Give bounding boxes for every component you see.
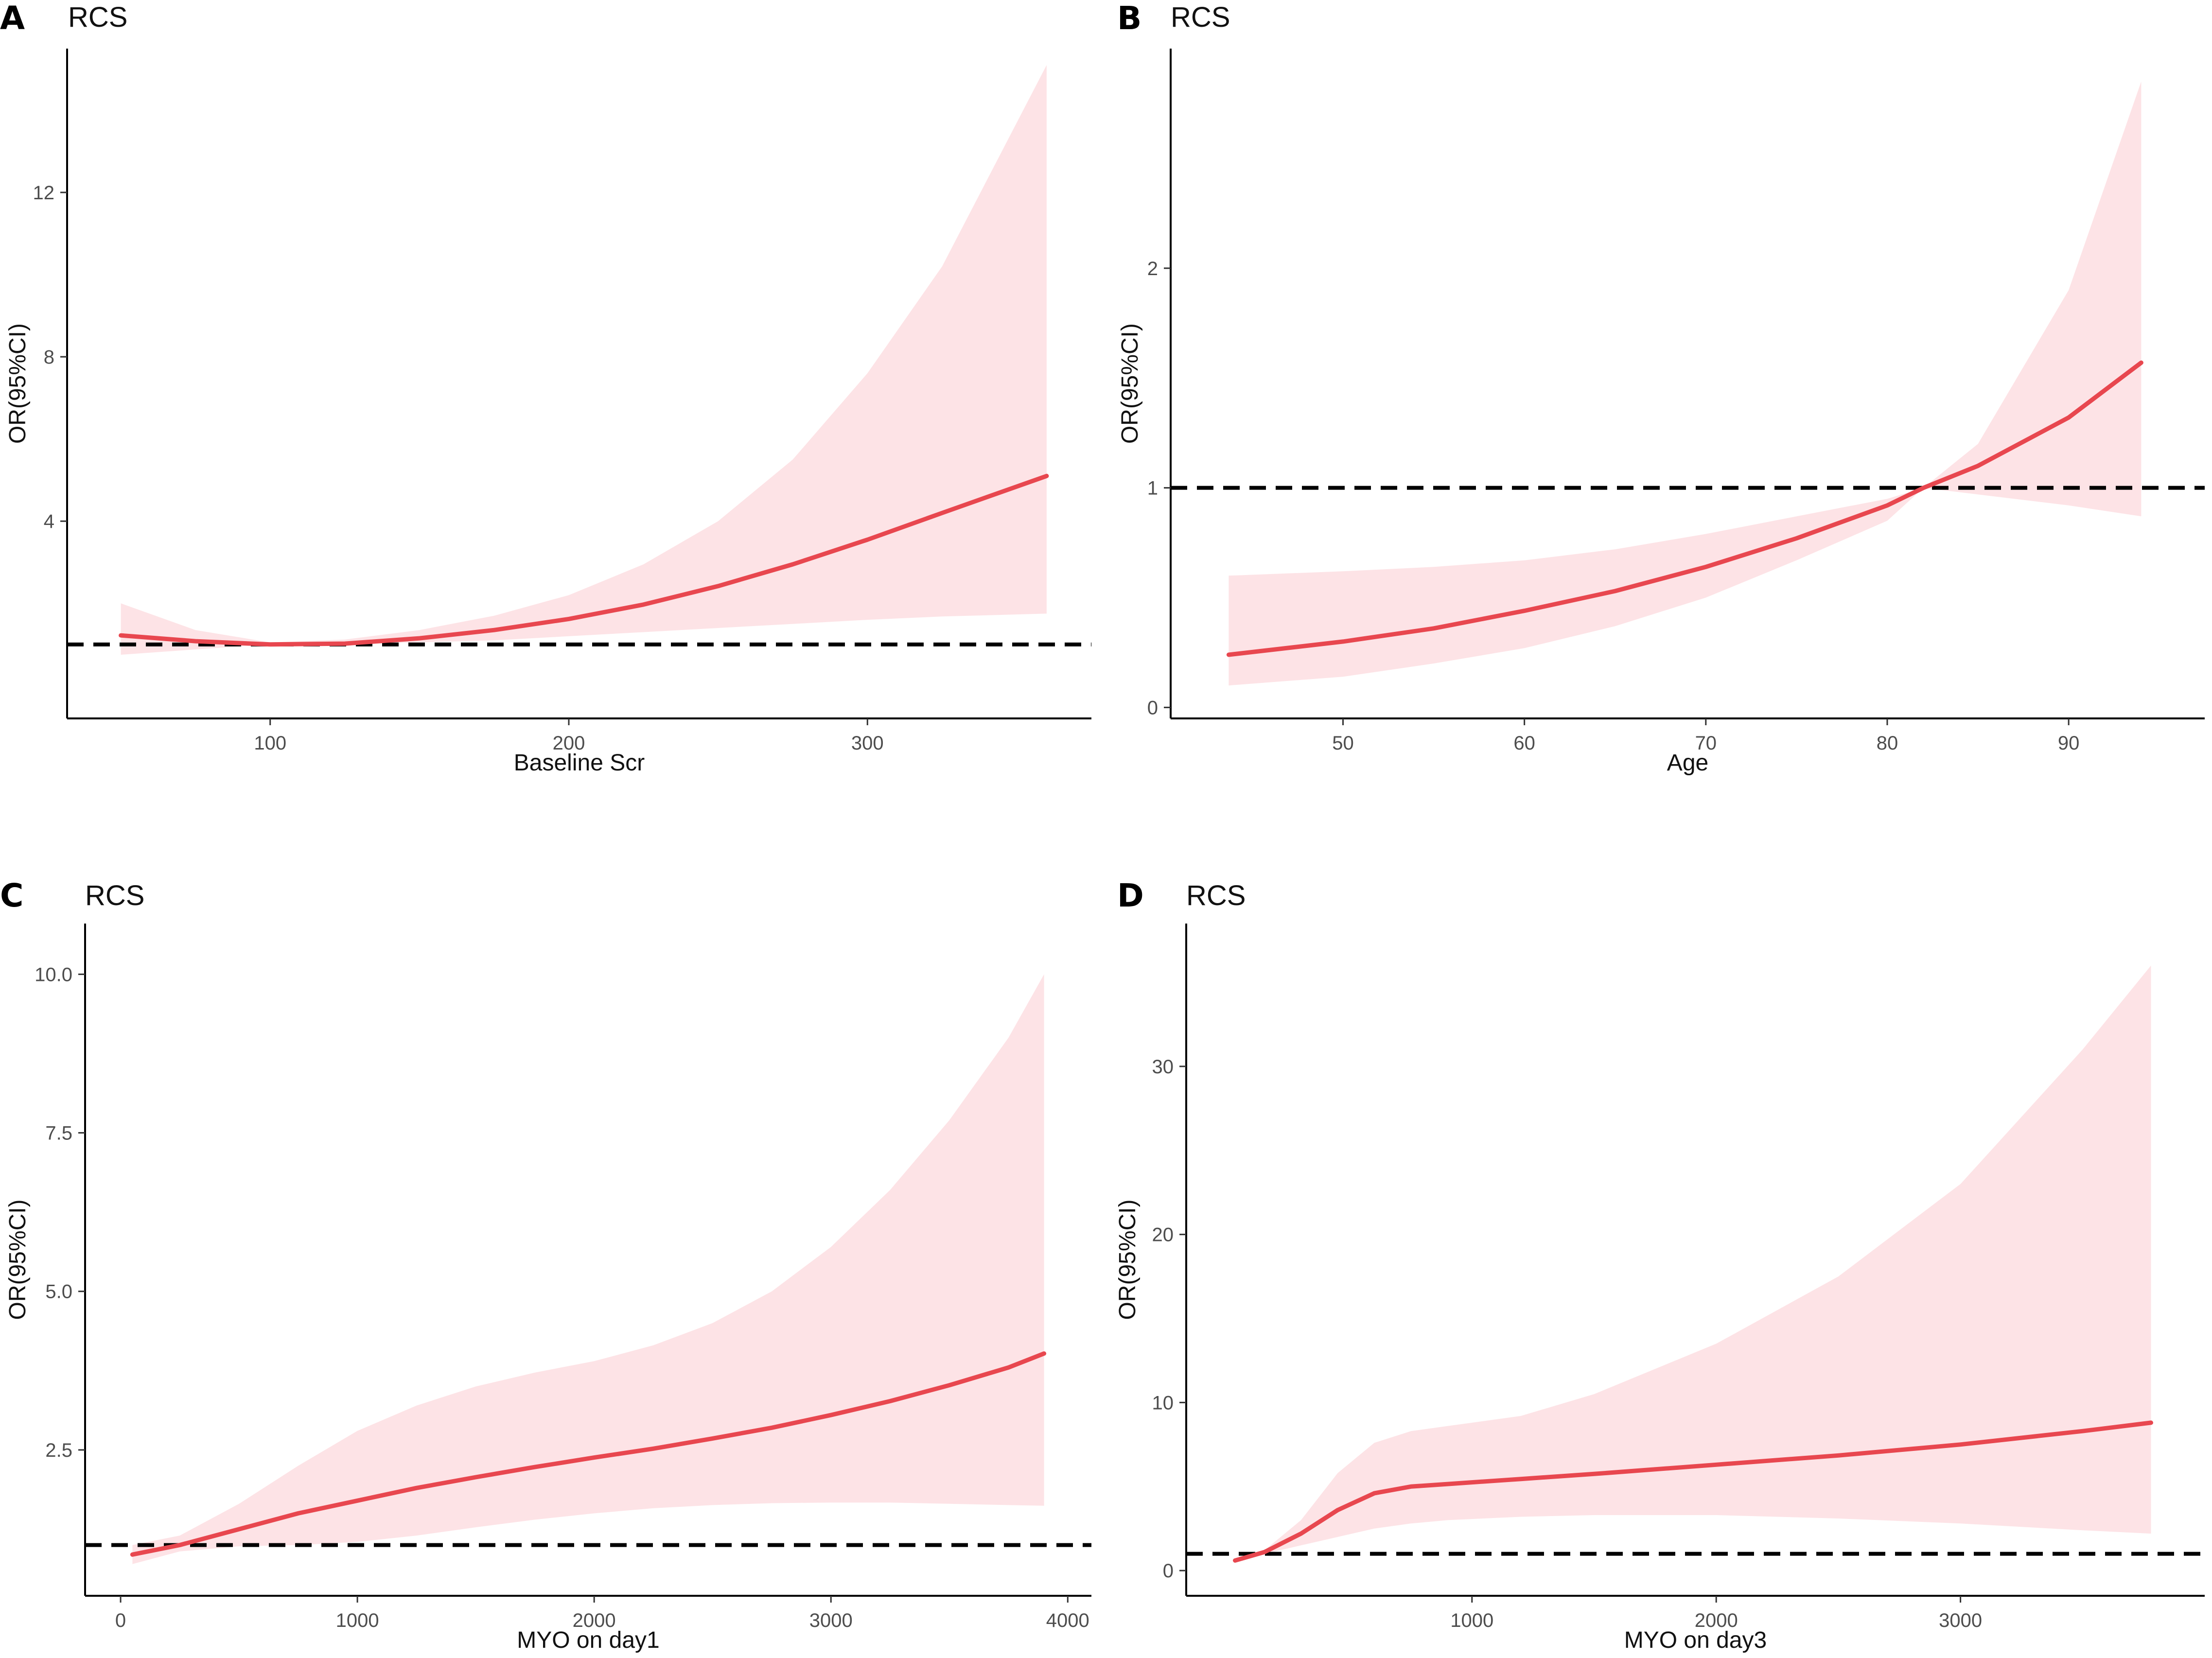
x-tick-label-c: 4000 <box>1046 1610 1089 1631</box>
x-tick-label-b: 90 <box>2058 733 2080 754</box>
x-tick-label-b: 70 <box>1695 733 1717 754</box>
y-tick-label-a: 4 <box>44 511 54 532</box>
x-tick-label-d: 2000 <box>1695 1610 1738 1631</box>
x-axis-label-c: MYO on day1 <box>517 1627 659 1653</box>
panel-title-d: RCS <box>1186 880 1246 911</box>
panel-letter-b: B <box>1117 0 1141 37</box>
ci-band-d <box>1235 965 2151 1562</box>
y-axis-label-d: OR(95%CI) <box>1115 1199 1141 1320</box>
x-tick-label-c: 1000 <box>336 1610 379 1631</box>
x-axis-label-d: MYO on day3 <box>1624 1627 1767 1653</box>
x-tick-label-b: 60 <box>1513 733 1535 754</box>
x-tick-label-c: 2000 <box>573 1610 616 1631</box>
y-axis-label-a: OR(95%CI) <box>5 323 31 444</box>
y-tick-label-a: 12 <box>33 182 55 204</box>
panel-letter-d: D <box>1117 877 1144 914</box>
y-tick-label-b: 1 <box>1147 478 1158 499</box>
y-tick-label-c: 2.5 <box>45 1440 72 1461</box>
y-tick-label-c: 7.5 <box>45 1123 72 1144</box>
x-tick-label-a: 300 <box>851 733 884 754</box>
x-axis-label-b: Age <box>1667 750 1708 776</box>
y-tick-label-a: 8 <box>44 347 54 368</box>
x-axis-label-a: Baseline Scr <box>514 750 645 776</box>
x-tick-label-c: 3000 <box>809 1610 853 1631</box>
y-tick-label-b: 0 <box>1147 697 1158 718</box>
x-tick-label-b: 80 <box>1877 733 1898 754</box>
y-tick-label-d: 0 <box>1163 1560 1174 1582</box>
x-tick-label-a: 200 <box>553 733 585 754</box>
panel-b: 50 60 70 80 90 0 1 2 Age OR(95%CI) B RCS <box>1117 0 2205 776</box>
ci-band-b <box>1229 81 2142 686</box>
x-tick-label-d: 3000 <box>1939 1610 1982 1631</box>
panel-title-a: RCS <box>68 1 127 33</box>
panel-c: 0 1000 2000 3000 4000 2.5 5.0 7.5 10.0 MYO on day… <box>0 877 1091 1653</box>
or-curve-d <box>1233 1420 2153 1563</box>
ci-band-a <box>121 65 1047 655</box>
x-tick-label-c: 0 <box>115 1610 126 1631</box>
panel-title-c: RCS <box>85 880 144 911</box>
y-tick-label-c: 5.0 <box>45 1281 72 1303</box>
panel-title-b: RCS <box>1171 1 1230 33</box>
panel-letter-a: A <box>0 0 25 37</box>
or-curve-a <box>119 473 1049 647</box>
panel-letter-c: C <box>0 877 23 914</box>
x-tick-label-b: 50 <box>1332 733 1354 754</box>
or-curve-c <box>130 1351 1047 1557</box>
panel-d: 1000 2000 3000 0 10 20 30 MYO on day3 OR(95%CI) D… <box>1115 877 2205 1653</box>
or-curve-b <box>1226 360 2143 657</box>
y-tick-label-d: 10 <box>1152 1392 1174 1414</box>
y-axis-label-b: OR(95%CI) <box>1117 323 1143 444</box>
panel-a: 100 200 300 4 8 12 Baseline Scr OR(95%CI) A RCS <box>0 0 1091 776</box>
y-axis-label-c: OR(95%CI) <box>5 1199 31 1320</box>
x-tick-label-d: 1000 <box>1450 1610 1493 1631</box>
y-tick-label-c: 10.0 <box>35 964 72 985</box>
y-tick-label-d: 30 <box>1152 1056 1174 1078</box>
y-tick-label-d: 20 <box>1152 1224 1174 1246</box>
x-tick-label-a: 100 <box>254 733 286 754</box>
y-tick-label-b: 2 <box>1147 258 1158 279</box>
ci-band-c <box>132 974 1044 1564</box>
